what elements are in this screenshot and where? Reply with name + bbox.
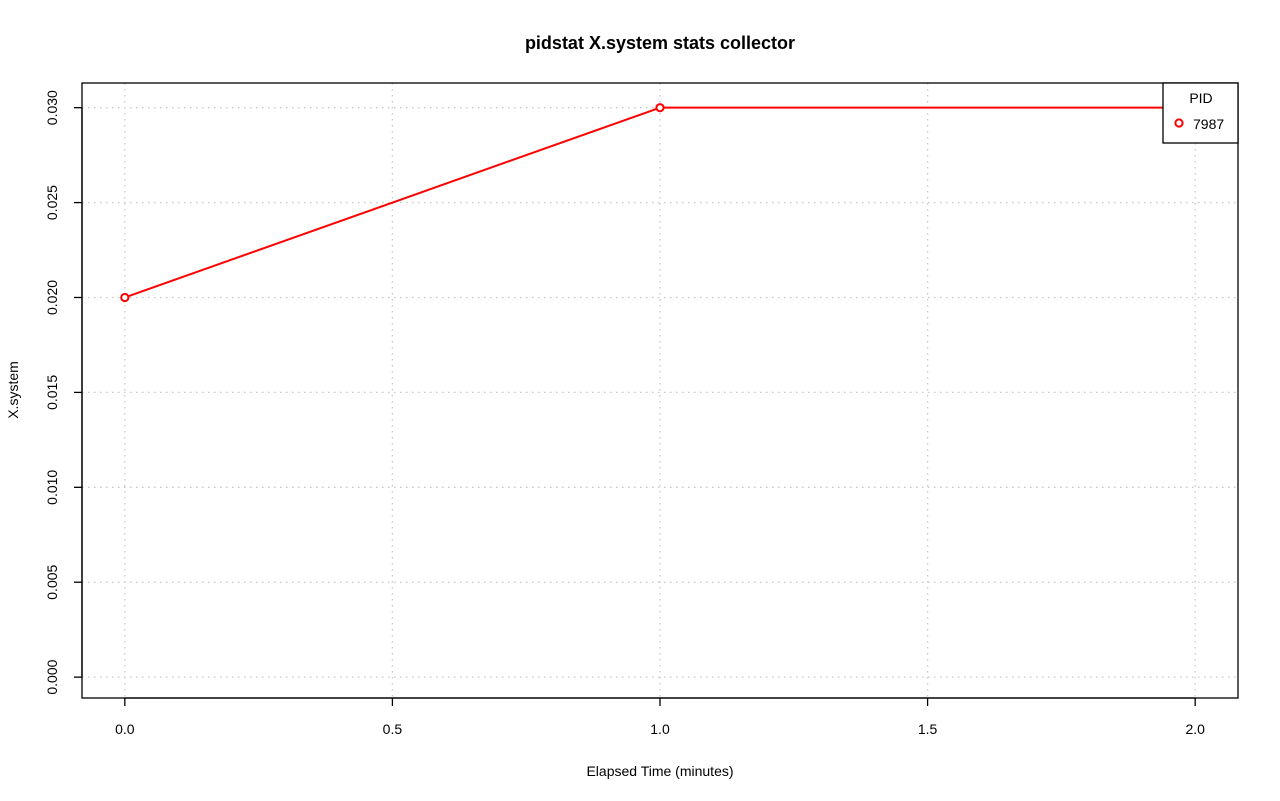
- x-axis: 0.0 0.5 1.0 1.5 2.0: [115, 697, 1205, 737]
- x-tick-label: 1.0: [650, 721, 670, 737]
- legend-entries: 7987: [1174, 116, 1224, 132]
- series-line-segment: [124, 106, 661, 299]
- y-axis-label: X.system: [5, 361, 21, 419]
- legend: PID 7987: [1162, 82, 1239, 144]
- y-tick-label: 0.000: [44, 659, 60, 694]
- legend-label: 7987: [1193, 116, 1224, 132]
- grid: [82, 83, 1238, 698]
- y-tick-label: 0.010: [44, 470, 60, 505]
- legend-title: PID: [1189, 90, 1212, 106]
- data-point: [655, 103, 665, 113]
- y-tick-label: 0.030: [44, 90, 60, 125]
- y-tick-label: 0.015: [44, 375, 60, 410]
- y-tick-label: 0.005: [44, 564, 60, 599]
- x-tick-label: 2.0: [1185, 721, 1205, 737]
- y-tick-label: 0.025: [44, 185, 60, 220]
- legend-marker: [1174, 118, 1184, 128]
- x-tick-label: 0.5: [383, 721, 403, 737]
- y-tick-label: 0.020: [44, 280, 60, 315]
- x-tick-label: 0.0: [115, 721, 135, 737]
- chart-title: pidstat X.system stats collector: [525, 33, 795, 53]
- legend-box: [1162, 82, 1239, 144]
- y-axis: 0.000 0.005 0.010 0.015 0.020 0.025 0.030: [44, 90, 83, 695]
- x-axis-label: Elapsed Time (minutes): [586, 763, 733, 779]
- x-tick-label: 1.5: [918, 721, 938, 737]
- data-point: [120, 292, 130, 303]
